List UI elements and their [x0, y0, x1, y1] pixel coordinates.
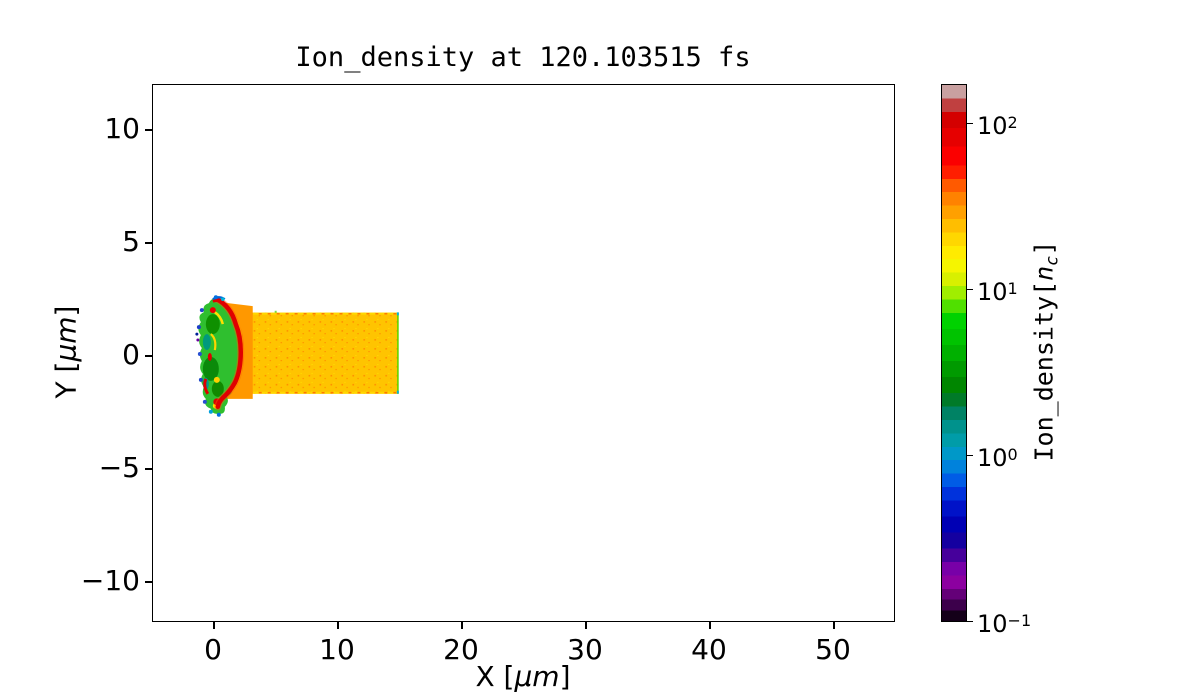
x-tick-mark	[833, 622, 835, 629]
x-tick-label: 10	[319, 633, 355, 666]
y-tick-mark	[145, 242, 152, 244]
y-tick-label: 0	[122, 338, 140, 371]
x-tick-label: 20	[443, 633, 479, 666]
colorbar-tick-mark	[967, 455, 973, 457]
heatmap-canvas	[153, 85, 894, 621]
compressed-band	[220, 302, 253, 399]
colorbar-tick-mark	[967, 621, 973, 623]
colorbar-tick-label: 101	[977, 278, 1018, 306]
x-tick-mark	[461, 622, 463, 629]
y-tick-label: 10	[104, 112, 140, 145]
y-tick-label: −5	[98, 451, 140, 484]
turbulent-front	[198, 298, 240, 414]
colorbar	[941, 84, 967, 622]
shock-arc	[212, 295, 245, 411]
halo-specks	[195, 295, 226, 417]
colorbar-tick-mark	[967, 123, 973, 125]
y-tick-mark	[145, 355, 152, 357]
y-axis-label: Y [μm]	[49, 305, 83, 399]
x-tick-mark	[337, 622, 339, 629]
y-tick-mark	[145, 468, 152, 470]
plot-title: Ion_density at 120.103515 fs	[295, 42, 751, 73]
y-tick-label: −10	[80, 564, 140, 597]
colorbar-tick-label: 100	[977, 444, 1018, 472]
x-axis-label: X [μm]	[475, 660, 571, 693]
x-tick-mark	[709, 622, 711, 629]
x-tick-label: 30	[567, 633, 603, 666]
colorbar-tick-mark	[967, 289, 973, 291]
x-tick-label: 0	[204, 633, 222, 666]
y-tick-mark	[145, 129, 152, 131]
colorbar-tick-label: 102	[977, 112, 1018, 140]
colorbar-tick-label: 10−1	[977, 610, 1032, 638]
x-tick-label: 40	[691, 633, 727, 666]
x-tick-mark	[213, 622, 215, 629]
x-tick-label: 50	[815, 633, 851, 666]
plot-area	[152, 84, 895, 622]
x-tick-mark	[585, 622, 587, 629]
y-tick-label: 5	[122, 225, 140, 258]
colorbar-axis-label: Ion_density[nc]	[1029, 240, 1063, 462]
y-tick-mark	[145, 581, 152, 583]
